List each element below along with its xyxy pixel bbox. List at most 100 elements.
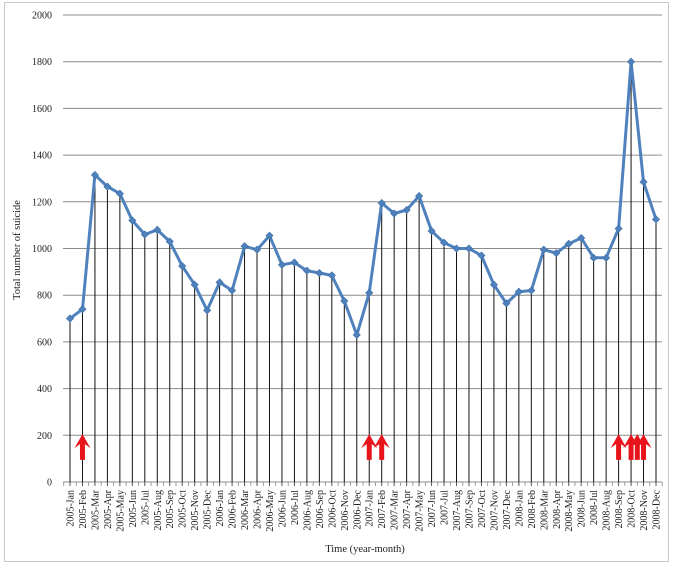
x-tick-label: 2006-Aug [302,490,313,531]
data-point-marker [489,280,498,289]
x-tick-label: 2005-Oct [178,490,189,528]
x-tick-label: 2006-Apr [253,489,264,529]
x-tick-label: 2006-May [265,490,276,532]
x-tick-label: 2006-Oct [327,490,338,528]
data-point-marker [178,261,187,271]
data-point-marker [514,287,523,296]
data-point-marker [140,230,149,239]
x-tick-label: 2005-Jan [66,490,77,527]
gridlines [63,14,662,483]
x-tick-label: 2007-Oct [477,490,488,528]
y-tick-label: 1200 [32,197,52,208]
data-point-marker [327,271,336,280]
data-point-marker [464,244,474,253]
data-point-marker [614,224,623,233]
x-tick-label: 2005-Aug [153,490,164,531]
red-up-arrow-icon [610,434,627,460]
x-tick-label: 2006-Jan [215,490,226,527]
x-axis-ticks [63,482,663,486]
x-tick-label: 2007-Nov [489,490,500,531]
red-up-arrow-icon [74,434,91,460]
red-arrow-annotations [74,434,652,460]
x-tick-label: 2005-May [115,490,126,532]
data-point-marker [240,242,249,251]
data-point-marker [539,245,548,254]
x-tick-label: 2006-Sep [315,490,326,528]
x-tick-label: 2006-Nov [340,490,351,531]
drop-lines [69,61,657,482]
data-point-marker [477,251,486,260]
data-point-marker [651,215,661,224]
red-up-arrow-icon [629,434,646,460]
data-point-marker [452,244,461,253]
data-point-marker [427,226,436,236]
x-tick-label: 2008-Oct [627,490,638,528]
x-tick-label: 2005-Sep [165,490,176,528]
data-point-marker [552,249,561,258]
x-axis-title: Time (year-month) [325,544,405,555]
x-tick-label: 2008-Apr [552,489,563,529]
x-tick-label: 2007-Sep [464,490,475,528]
red-up-arrow-icon [373,434,390,460]
y-tick-label: 2000 [32,11,52,22]
x-tick-label: 2006-Jul [290,490,301,525]
y-tick-label: 800 [37,291,52,302]
x-tick-label: 2005-Jun [128,490,139,527]
x-tick-label: 2007-Mar [390,489,401,530]
data-point-marker [577,233,586,243]
data-point-marker [315,268,324,278]
x-tick-label: 2008-Dec [652,489,663,529]
data-point-marker [90,170,99,179]
x-tick-label: 2006-Jun [277,490,288,527]
data-point-marker [128,216,137,225]
x-tick-label: 2007-Jul [440,490,451,525]
data-point-marker [78,305,87,314]
data-point-marker [402,205,411,214]
y-tick-label: 1800 [32,57,52,68]
x-tick-label: 2008-Jul [589,490,600,525]
red-up-arrow-icon [623,434,640,460]
data-point-marker [103,182,112,191]
data-point-marker [215,278,224,287]
data-point-marker [265,231,274,240]
x-tick-label: 2006-Mar [240,489,251,530]
x-tick-label: 2007-Feb [377,490,388,528]
x-tick-label: 2006-Feb [228,490,239,528]
x-tick-label: 2005-Feb [78,490,89,528]
x-axis-tick-labels: 2005-Jan 2005-Feb 2005-Mar 2005-Apr 2005-May… [66,489,663,531]
y-axis-tick-labels: 0 200 400 600 800 1000 1200 1400 1600 1800 2000 [32,11,52,489]
data-point-marker [290,258,299,267]
data-point-marker [277,260,286,269]
data-point-marker [153,225,162,234]
x-tick-label: 2008-Feb [527,490,538,528]
chart-frame [4,2,669,562]
data-point-marker [627,57,636,66]
x-tick-label: 2005-Jul [140,490,151,525]
data-point-marker [365,288,374,297]
data-point-marker [203,306,212,315]
data-point-marker [390,209,399,218]
data-point-marker [115,189,124,198]
data-point-marker [352,330,361,339]
y-tick-label: 1600 [32,104,52,115]
y-tick-label: 1000 [32,244,52,255]
red-up-arrow-icon [361,434,378,460]
data-point-marker [564,239,573,248]
data-point-marker [302,266,311,275]
data-point-marker [165,237,174,246]
x-tick-label: 2007-Aug [452,490,463,531]
x-tick-label: 2008-Jun [577,490,588,527]
red-up-arrow-icon [635,434,652,460]
data-point-marker [340,297,349,306]
x-tick-label: 2008-Aug [602,490,613,531]
x-tick-label: 2007-Jan [365,490,376,527]
data-point-marker [415,191,424,200]
data-point-marker [190,280,199,289]
x-tick-label: 2005-Nov [190,490,201,531]
series-line [69,60,658,337]
x-tick-label: 2008-Nov [639,490,650,531]
data-point-marker [502,299,511,308]
data-point-marker [440,238,449,247]
y-tick-label: 0 [47,478,52,489]
